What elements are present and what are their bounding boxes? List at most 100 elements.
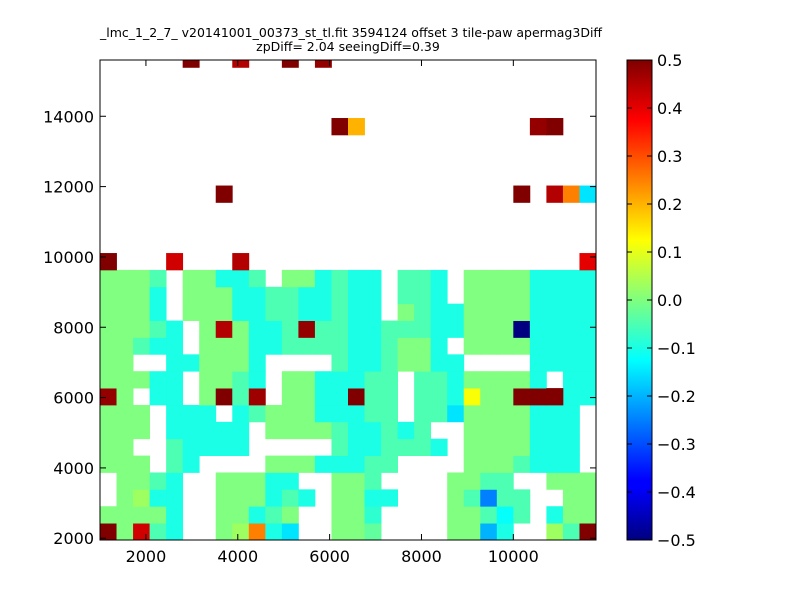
heatmap-cell xyxy=(298,489,316,507)
heatmap-cell xyxy=(116,269,134,288)
heatmap-cell xyxy=(546,421,564,440)
heatmap-cell xyxy=(546,438,564,457)
heatmap-cell xyxy=(529,388,547,406)
heatmap-cell xyxy=(414,303,432,321)
heatmap-cell xyxy=(215,185,233,203)
heatmap-cell xyxy=(397,320,415,338)
heatmap-cell xyxy=(529,337,547,355)
heatmap-cell xyxy=(463,489,481,507)
heatmap-cell xyxy=(546,118,564,136)
heatmap-cell xyxy=(562,404,580,423)
heatmap-cell xyxy=(232,438,250,457)
heatmap-cell xyxy=(265,286,283,305)
heatmap-cell xyxy=(116,388,134,406)
colorbar-tick-label: 0.1 xyxy=(657,243,682,262)
heatmap-cell xyxy=(298,286,316,305)
heatmap-cell xyxy=(430,320,448,338)
heatmap-cell xyxy=(480,438,498,457)
heatmap-cell xyxy=(149,286,167,305)
heatmap-cell xyxy=(265,523,283,541)
heatmap-cell xyxy=(133,455,150,473)
heatmap-cell xyxy=(215,388,233,406)
heatmap-cell xyxy=(133,337,150,355)
heatmap-cell xyxy=(331,455,349,473)
heatmap-cell xyxy=(182,286,200,305)
heatmap-cell xyxy=(116,320,134,338)
heatmap-cell xyxy=(562,455,580,473)
heatmap-cell xyxy=(265,421,283,440)
heatmap-cell xyxy=(496,303,514,321)
heatmap-cell xyxy=(232,421,250,440)
heatmap-cell xyxy=(414,438,432,457)
heatmap-cell xyxy=(463,506,481,524)
heatmap-cell xyxy=(364,354,382,372)
heatmap-cell xyxy=(298,269,316,288)
heatmap-cell xyxy=(314,421,332,440)
heatmap-cell xyxy=(381,388,398,406)
heatmap-cell xyxy=(232,388,250,406)
heatmap-cell xyxy=(215,523,233,541)
heatmap-cell xyxy=(496,388,514,406)
heatmap-cell xyxy=(232,320,250,338)
heatmap-cell xyxy=(116,455,134,473)
heatmap-cell xyxy=(331,472,349,490)
heatmap-cell xyxy=(182,455,200,473)
heatmap-cell xyxy=(265,404,283,423)
heatmap-cell xyxy=(248,506,266,524)
heatmap-cell xyxy=(314,371,332,389)
y-tick-label: 2000 xyxy=(53,529,94,548)
heatmap-cell xyxy=(100,388,117,406)
heatmap-cell xyxy=(265,489,283,507)
heatmap-cell xyxy=(364,455,382,473)
heatmap-cell xyxy=(331,371,349,389)
heatmap-cell xyxy=(463,303,481,321)
heatmap-cell xyxy=(232,286,250,305)
heatmap-cell xyxy=(463,286,481,305)
heatmap-cell xyxy=(149,523,167,541)
heatmap-cell xyxy=(397,421,415,440)
heatmap-cell xyxy=(364,303,382,321)
heatmap-cell xyxy=(496,455,514,473)
heatmap-cell xyxy=(562,523,580,541)
heatmap-cell xyxy=(364,472,382,490)
heatmap-cell xyxy=(364,421,382,440)
heatmap-cell xyxy=(463,320,481,338)
heatmap-cell xyxy=(248,404,266,423)
heatmap-cell xyxy=(348,286,365,305)
heatmap-cell xyxy=(215,320,233,338)
heatmap-cell xyxy=(480,404,498,423)
heatmap-cell xyxy=(447,489,465,507)
heatmap-cell xyxy=(100,354,117,372)
heatmap-cell xyxy=(149,320,167,338)
heatmap-cell xyxy=(331,118,349,136)
heatmap-cell xyxy=(348,354,365,372)
heatmap-cell xyxy=(562,286,580,305)
heatmap-cell xyxy=(314,269,332,288)
heatmap-cell xyxy=(397,286,415,305)
heatmap-cell xyxy=(281,286,299,305)
y-tick-label: 4000 xyxy=(53,459,94,478)
heatmap-cell xyxy=(430,337,448,355)
heatmap-cell xyxy=(529,269,547,288)
heatmap-cell xyxy=(496,269,514,288)
colorbar-axis: 0.5 0.4 0.3 0.2 0.1 0.0 −0.1 −0.2 −0.3 −0.4 −0.5 xyxy=(627,51,696,550)
heatmap-cell xyxy=(166,337,184,355)
heatmap-cell xyxy=(463,269,481,288)
heatmap-cell xyxy=(149,472,167,490)
heatmap-cell xyxy=(430,303,448,321)
heatmap-cell xyxy=(248,337,266,355)
heatmap-cell xyxy=(331,506,349,524)
heatmap-cell xyxy=(430,404,448,423)
heatmap-cell xyxy=(529,303,547,321)
heatmap-cell xyxy=(562,320,580,338)
heatmap-cell xyxy=(133,303,150,321)
heatmap-cell xyxy=(480,269,498,288)
heatmap-cell xyxy=(149,303,167,321)
heatmap-cell xyxy=(447,371,465,389)
heatmap-cell xyxy=(265,320,283,338)
heatmap-cell xyxy=(232,303,250,321)
heatmap-cell xyxy=(215,506,233,524)
heatmap-cell xyxy=(496,404,514,423)
heatmap-cell xyxy=(232,253,250,271)
heatmap-cell xyxy=(463,455,481,473)
